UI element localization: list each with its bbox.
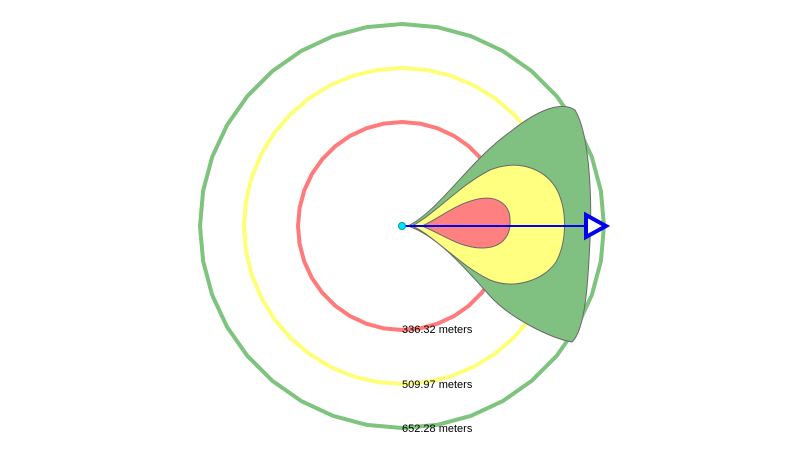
inner-ring-label: 336.32 meters <box>402 324 473 336</box>
inner-red-zone <box>420 197 511 249</box>
source-origin-point <box>398 222 406 230</box>
middle-distance-ring <box>242 66 562 386</box>
outer-distance-ring <box>198 22 606 430</box>
wind-direction-arrow-head <box>584 211 611 241</box>
inner-distance-ring <box>296 120 508 332</box>
outer-ring-label: 652.28 meters <box>402 423 473 435</box>
middle-ring-label: 509.97 meters <box>402 379 473 391</box>
